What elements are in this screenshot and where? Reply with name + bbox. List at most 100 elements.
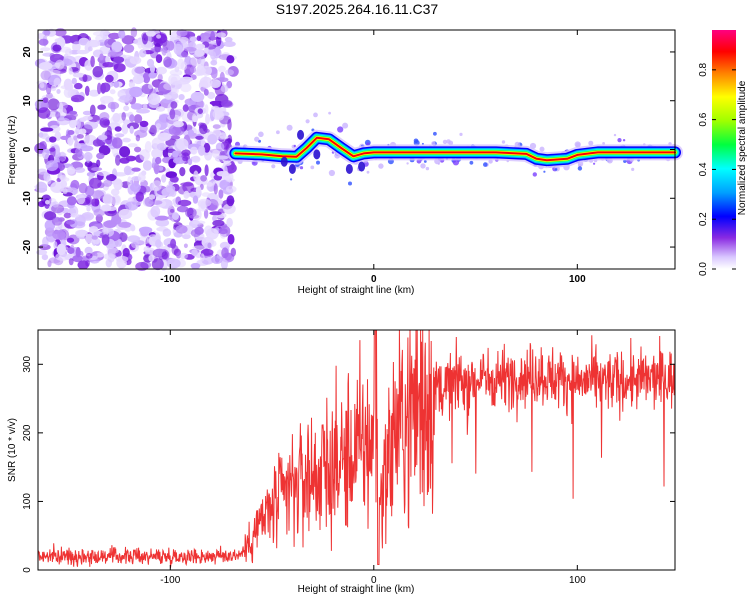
- y-tick-label: 0: [22, 146, 33, 152]
- noise-region: [34, 27, 239, 271]
- ridge-speckle: [631, 167, 635, 171]
- noise-blob: [53, 241, 58, 249]
- ridge-speckle: [328, 111, 331, 115]
- noise-blob: [151, 148, 163, 159]
- ridge-speckle: [328, 169, 335, 177]
- noise-blob: [166, 258, 181, 269]
- noise-blob: [134, 66, 145, 74]
- noise-blob: [66, 112, 78, 118]
- noise-blob: [161, 251, 168, 260]
- noise-blob: [97, 82, 102, 95]
- ridge-blob: [358, 161, 366, 172]
- noise-blob: [142, 72, 151, 84]
- noise-blob: [113, 178, 123, 191]
- noise-blob: [183, 190, 190, 199]
- noise-blob: [172, 212, 179, 221]
- noise-blob: [110, 188, 120, 196]
- noise-blob: [92, 66, 104, 78]
- noise-blob: [212, 219, 225, 227]
- noise-blob: [149, 64, 156, 74]
- noise-blob: [178, 94, 185, 101]
- noise-blob: [173, 120, 184, 128]
- noise-blob: [169, 176, 179, 183]
- noise-blob: [131, 167, 141, 172]
- x-tick-label: -100: [160, 274, 180, 285]
- noise-blob: [192, 245, 206, 250]
- noise-blob: [37, 107, 51, 119]
- noise-blob: [130, 240, 140, 249]
- noise-blob: [75, 127, 80, 135]
- y-tick-label: 100: [22, 493, 33, 510]
- colorbar-tick-label: 0.8: [698, 62, 709, 76]
- ridge-speckle: [617, 138, 622, 143]
- noise-blob: [154, 215, 169, 221]
- noise-blob: [195, 43, 206, 50]
- snr-panel: -100 0 100 0 100 200 300 Height of straight l…: [7, 329, 676, 595]
- noise-blob: [40, 101, 50, 110]
- noise-blob: [176, 29, 188, 37]
- x-tick-label: 0: [371, 575, 377, 586]
- noise-blob: [199, 124, 208, 135]
- noise-blob: [222, 203, 236, 215]
- noise-blob: [201, 256, 214, 265]
- noise-blob: [157, 132, 172, 142]
- noise-blob: [67, 130, 75, 135]
- noise-blob: [180, 76, 193, 83]
- x-tick-label: 100: [569, 575, 586, 586]
- noise-blob: [37, 32, 45, 40]
- ridge-speckle: [276, 130, 280, 135]
- ridge-speckle: [623, 159, 627, 163]
- ridge-speckle: [469, 160, 474, 165]
- y-tick-label: 300: [22, 356, 33, 373]
- noise-blob: [74, 167, 86, 173]
- noise-blob: [44, 29, 50, 37]
- noise-blob: [143, 103, 148, 110]
- noise-blob: [155, 239, 162, 248]
- noise-blob: [75, 147, 83, 158]
- ridge-blob: [345, 164, 353, 175]
- noise-blob: [226, 217, 233, 228]
- ridge-speckle: [310, 165, 315, 170]
- noise-blob: [220, 84, 229, 93]
- noise-blob: [111, 41, 123, 53]
- noise-blob: [134, 146, 142, 153]
- colorbar-tick-label: 0.6: [698, 112, 709, 126]
- noise-blob: [74, 82, 83, 90]
- noise-blob: [52, 230, 66, 240]
- noise-blob: [85, 233, 94, 244]
- noise-blob: [130, 224, 135, 230]
- noise-blob: [212, 109, 224, 120]
- snr-frame: [37, 329, 676, 571]
- noise-blob: [38, 62, 53, 70]
- noise-blob: [105, 55, 111, 65]
- ridge-blob: [313, 149, 321, 160]
- noise-blob: [130, 103, 143, 110]
- noise-blob: [64, 82, 74, 91]
- noise-blob: [128, 81, 135, 89]
- noise-blob: [200, 248, 214, 256]
- noise-blob: [75, 229, 88, 237]
- noise-blob: [163, 82, 177, 91]
- spectrogram-x-axis: -100 0 100: [160, 30, 586, 285]
- noise-blob: [42, 236, 49, 247]
- ridge-blob: [297, 129, 305, 140]
- noise-blob: [168, 124, 182, 136]
- ridge-speckle: [290, 178, 293, 181]
- noise-blob: [199, 54, 206, 66]
- y-tick-label: 200: [22, 424, 33, 441]
- noise-blob: [68, 119, 79, 126]
- noise-blob: [60, 180, 68, 188]
- noise-blob: [138, 226, 153, 234]
- noise-blob: [226, 195, 235, 207]
- noise-blob: [226, 55, 235, 64]
- noise-blob: [139, 120, 149, 128]
- noise-blob: [170, 238, 177, 249]
- noise-blob: [98, 145, 111, 156]
- noise-blob: [123, 165, 132, 176]
- ridge-layer-6: [234, 136, 676, 162]
- y-tick-label: 20: [22, 46, 33, 58]
- noise-blob: [197, 145, 206, 156]
- ridge-speckle: [532, 172, 537, 177]
- noise-blob: [210, 59, 218, 66]
